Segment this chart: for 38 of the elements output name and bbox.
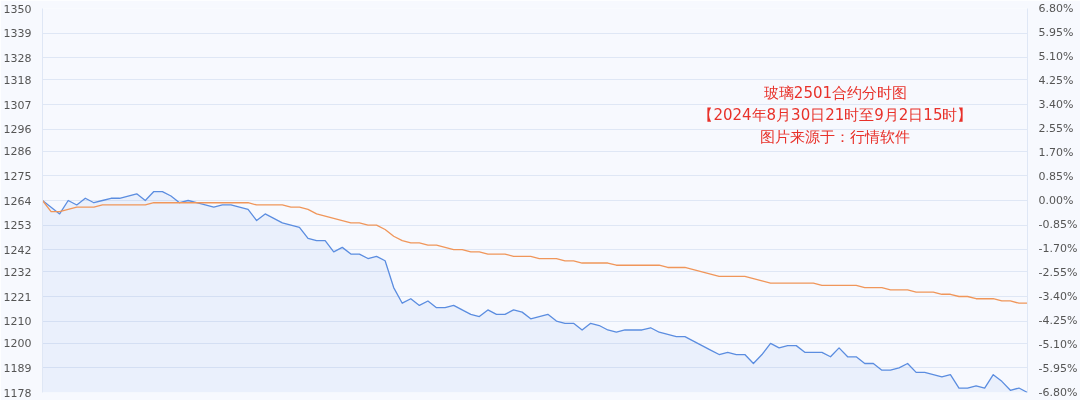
y2-tick-label: 0.85%	[1038, 170, 1074, 183]
y-tick-label: 1200	[3, 337, 32, 351]
y-tick-label: 1242	[3, 243, 32, 257]
text: 玻璃2501合约分时图	[763, 83, 908, 102]
y-tick-label: 1307	[3, 98, 32, 112]
y-tick-label: 1232	[3, 265, 32, 279]
y-tick-label: 1210	[3, 315, 32, 329]
y-tick-label: 1350	[3, 2, 32, 16]
y2-tick-label: -5.10%	[1038, 338, 1078, 351]
y-tick-label: 1318	[3, 73, 32, 87]
annotation: 图片来源于：行情软件	[760, 127, 911, 146]
text: 【2024年8月30日21时至9月2日15时】	[698, 105, 973, 124]
line-series	[42, 199, 1028, 304]
y-tick-label: 1189	[3, 361, 32, 375]
y2-tick-label: -2.55%	[1038, 266, 1078, 279]
y-tick-label: 1264	[3, 194, 32, 208]
y-tick-label: 1253	[3, 219, 32, 233]
y2-tick-label: -5.95%	[1038, 362, 1078, 375]
y-tick-label: 1328	[3, 51, 32, 65]
y2-tick-label: -0.85%	[1038, 218, 1078, 231]
y-tick-label: 1221	[3, 290, 32, 304]
y2-tick-label: 5.95%	[1038, 26, 1074, 39]
y2-tick-label: 4.25%	[1038, 74, 1074, 87]
y-tick-label: 1339	[3, 27, 32, 41]
y-tick-label: 1296	[3, 123, 32, 137]
y-tick-label: 1178	[3, 386, 32, 400]
y2-tick-label: 6.80%	[1038, 2, 1074, 15]
y2-tick-label: -3.40%	[1038, 290, 1078, 303]
y-tick-label: 1275	[3, 169, 32, 183]
y2-tick-label: -1.70%	[1038, 242, 1078, 255]
y2-tick-label: 1.70%	[1038, 146, 1074, 159]
y2-tick-label: -6.80%	[1038, 386, 1078, 399]
y2-tick-label: -4.25%	[1038, 314, 1078, 327]
y-tick-label: 1286	[3, 145, 32, 159]
y2-tick-label: 0.00%	[1038, 194, 1074, 207]
y2-tick-label: 5.10%	[1038, 50, 1074, 63]
y2-tick-label: 3.40%	[1038, 98, 1074, 111]
y2-tick-label: 2.55%	[1038, 122, 1074, 135]
